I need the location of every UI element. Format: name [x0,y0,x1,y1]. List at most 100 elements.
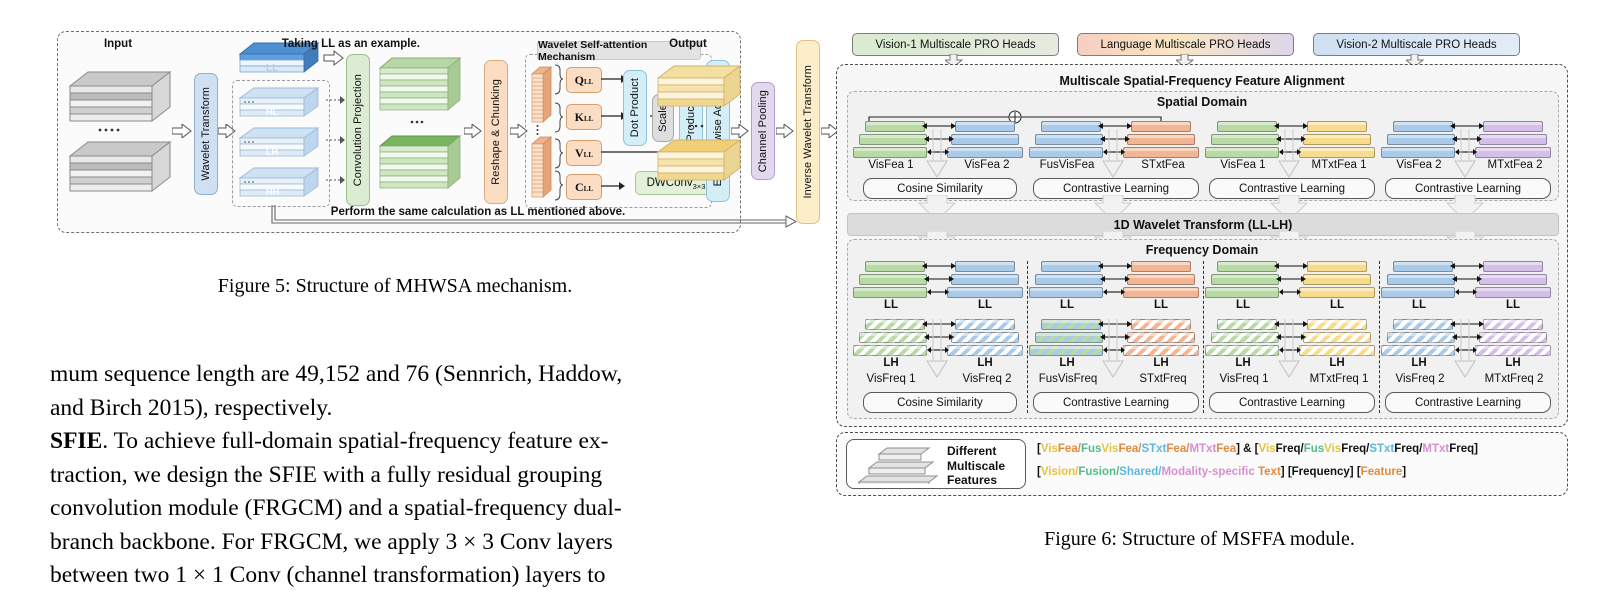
bar-ll-left-f3-c [1205,287,1279,298]
bar-lh-right-f2-a [1131,319,1191,330]
module-convolution-projection: Convolution Projection [346,54,370,206]
spatial-label-right-2: STxtFea [1141,159,1185,171]
freq-group-1: LL LL LH LH VisFreq 1 VisFreq 2 Cosine S… [851,261,1027,413]
text-line-6: branch backbone. For FRGCM, we apply 3 ×… [50,528,613,555]
freq-op-1: Cosine Similarity [863,392,1017,413]
bar-lh-left-f4-c [1381,345,1455,356]
text-line-7: between two 1 × 1 Conv (channel transfor… [50,562,606,588]
qkv-box-q: Q LL [566,67,602,93]
spatial-op-4: Contrastive Learning [1385,178,1551,199]
band-label-ll-left-3: LL [1235,299,1251,311]
group4-arrows-icon [1450,123,1484,178]
freq-group-4: LL LL LH LH VisFreq 2 MTxtFreq 2 Contras… [1379,261,1555,413]
bar-right-s4-a [1483,121,1543,132]
frequency-domain-title: Frequency Domain [1145,243,1259,257]
bar-right-s2-a [1131,121,1191,132]
freq2-lh-arrows-icon [1098,319,1132,378]
bar-right-s3-a [1307,121,1367,132]
wsa-title: Wavelet Self-attention Mechanism [537,39,701,63]
freq-label-right-1: VisFreq 2 [962,373,1012,385]
token-columns-icon [530,66,553,198]
group2-arrows-icon [1098,123,1132,178]
legend-caption-l2: Multiscale [947,458,1006,473]
arrow-reshape-to-wsa-icon [510,124,528,138]
multiscale-features-icon [857,447,939,484]
band-label-lh-right-4: LH [1505,357,1521,369]
lg1-cb2: ] [1474,443,1478,455]
spatial-group-4: VisFea 2 MTxtFea 2 Contrastive Learning [1379,121,1555,199]
bar-lh-left-f2-c [1029,345,1103,356]
head-pill-vision2: Vision-2 Multiscale PRO Heads [1313,33,1520,56]
input-feature-stack-icon [68,70,172,193]
band-label-ll-left-1: LL [883,299,899,311]
bar-ll-right-f3-a [1307,261,1367,272]
arrow-vision2-down-icon [1406,54,1424,67]
subband-slab-LL-icon: LL [238,42,320,74]
freq-op-2: Contrastive Learning [1033,392,1199,413]
figure5-note-bottom: Perform the same calculation as LL menti… [330,206,626,218]
module-wavelet-transform: Wavelet Transform [194,73,218,195]
lg2-s3: / [1158,466,1162,478]
spatial-op-2: Contrastive Learning [1033,178,1199,199]
band-label-ll-right-4: LL [1505,299,1521,311]
band-label-ll-left-2: LL [1059,299,1075,311]
spatial-label-left-1: VisFea 1 [868,159,914,171]
arrow-add-to-pooling-icon [731,124,749,138]
spatial-group-2: FusVisFea STxtFea Contrastive Learning [1027,121,1203,199]
freq4-lh-arrows-icon [1450,319,1484,378]
freq-label-left-3: VisFreq 1 [1219,373,1269,385]
lg2-s2: / [1116,466,1120,478]
dwconv-subscript: 3×3 [692,181,706,191]
lg2-shared: Shared [1119,466,1159,478]
lg1-vis3: Vis [1258,443,1276,455]
lg1-fus2: Fus [1303,443,1325,455]
subband-group-box [232,80,330,207]
lg1-s1: / [1077,443,1081,455]
lg2-feat-cb: ] [1402,466,1407,478]
text-line-3: SFIE. To achieve full-domain spatial-fre… [50,425,780,459]
arrow-iwt-to-output-icon [821,124,839,138]
lg2-modspec: Modality-specific [1161,466,1255,478]
spatial-label-right-4: MTxtFea 2 [1487,159,1543,171]
band-label-lh-left-2: LH [1059,357,1075,369]
lg1-vis2: Vis [1101,443,1119,455]
arrow-conv-to-reshape-icon [464,124,482,138]
spatial-group-3: VisFea 1 MTxtFea 1 Contrastive Learning [1203,121,1379,199]
qkv-box-k: K LL [566,104,602,130]
svg-text:HL: HL [266,107,278,117]
module-reshape-chunking: Reshape & Chunking [484,60,508,204]
svg-text:LL: LL [266,63,278,74]
text-line-4: traction, we design the SFIE with a full… [50,461,603,488]
spatial-label-left-3: VisFea 1 [1220,159,1266,171]
legend-box: Different Multiscale Features [VisFea/Fu… [836,432,1568,496]
freq-label-left-4: VisFreq 2 [1395,373,1445,385]
lg1-freq1: Freq [1275,443,1301,455]
lg1-vis4: Vis [1324,443,1342,455]
spatial-label-left-4: VisFea 2 [1396,159,1442,171]
lg1-fea4: Fea [1216,443,1237,455]
arrow-language-down-icon [1176,54,1194,67]
svg-text:LH: LH [266,147,278,157]
lg1-freq3: Freq [1394,443,1420,455]
module-channel-pooling: Channel Pooling [751,82,775,180]
lg1-s6: / [1419,443,1423,455]
head-pill-vision1: Vision-1 Multiscale PRO Heads [852,33,1059,56]
band-label-ll-left-4: LL [1411,299,1427,311]
bar-lh-right-f3-a [1307,319,1367,330]
arrows-subbands-to-conv-icon [323,49,345,184]
legend-line-1: [VisFea/FusVisFea/STxtFea/MTxtFea] & [Vi… [1037,443,1478,455]
sfie-rest: . To achieve full-domain spatial-frequen… [102,428,609,454]
arrow-vision1-down-icon [945,54,963,67]
lg1-ob2: [ [1254,443,1259,455]
freq1-lh-arrows-icon [922,319,956,378]
arrow-input-to-wavelet-icon [172,124,192,138]
body-text: mum sequence length are 49,152 and 76 (S… [50,358,780,593]
right-column: Vision-1 Multiscale PRO Heads Language M… [790,0,1609,611]
freq2-ll-arrows-icon [1098,263,1132,295]
lg2-fusion: Fusion [1078,466,1117,478]
bar-ll-left-f4-c [1381,287,1455,298]
band-label-lh-right-1: LH [977,357,993,369]
freq3-lh-arrows-icon [1274,319,1308,378]
bar-ll-right-f2-a [1131,261,1191,272]
lg1-fea1: Fea [1057,443,1078,455]
